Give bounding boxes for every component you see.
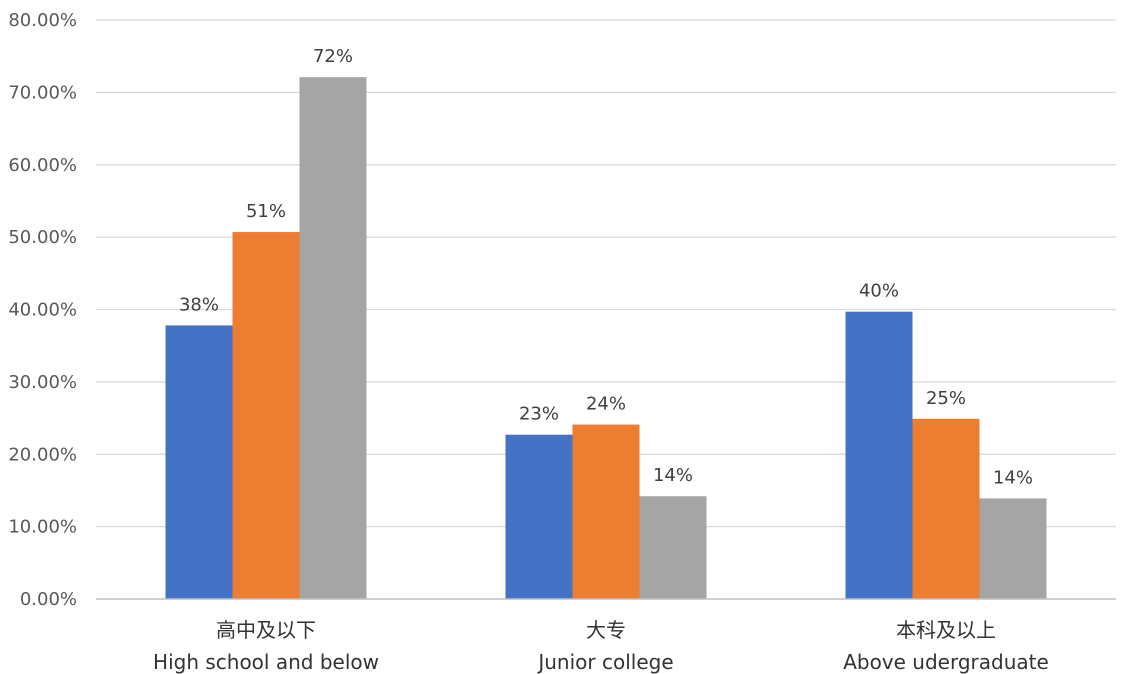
- data-label: 25%: [926, 388, 966, 409]
- data-label: 38%: [179, 294, 219, 315]
- category-label-chinese: 本科及以上: [896, 618, 996, 642]
- y-tick-label: 70.00%: [8, 82, 77, 103]
- data-label: 14%: [653, 465, 693, 486]
- y-tick-label: 60.00%: [8, 155, 77, 176]
- y-tick-label: 80.00%: [8, 10, 77, 31]
- bar: [979, 498, 1047, 599]
- data-label: 23%: [519, 404, 559, 425]
- data-label: 72%: [313, 46, 353, 67]
- category-label-chinese: 大专: [586, 618, 626, 642]
- y-tick-label: 30.00%: [8, 372, 77, 393]
- bar: [912, 418, 980, 599]
- bar: [572, 424, 640, 599]
- y-tick-label: 10.00%: [8, 517, 77, 538]
- category-label-english: High school and below: [153, 650, 379, 674]
- data-label: 40%: [859, 281, 899, 302]
- bar: [232, 232, 300, 599]
- data-labels: 38% 51% 72% 23% 24% 14% 40% 25% 14%: [179, 46, 1033, 488]
- bar: [505, 434, 573, 599]
- y-axis-tick-labels: 0.00% 10.00% 20.00% 30.00% 40.00% 50.00% 60.00…: [8, 10, 77, 610]
- y-tick-label: 0.00%: [20, 589, 77, 610]
- bar: [299, 77, 367, 599]
- category-label-english: Above udergraduate: [843, 650, 1049, 674]
- y-tick-label: 40.00%: [8, 300, 77, 321]
- data-label: 51%: [246, 201, 286, 222]
- bars: [165, 77, 1047, 599]
- bar: [639, 496, 707, 599]
- bar: [845, 311, 913, 599]
- category-label-chinese: 高中及以下: [216, 618, 316, 642]
- data-label: 14%: [993, 467, 1033, 488]
- y-tick-label: 20.00%: [8, 444, 77, 465]
- bar: [165, 325, 233, 599]
- category-label-english: Junior college: [536, 650, 673, 674]
- y-tick-label: 50.00%: [8, 227, 77, 248]
- data-label: 24%: [586, 394, 626, 415]
- x-axis-category-labels: 高中及以下 High school and below 大专 Junior colle…: [153, 618, 1049, 674]
